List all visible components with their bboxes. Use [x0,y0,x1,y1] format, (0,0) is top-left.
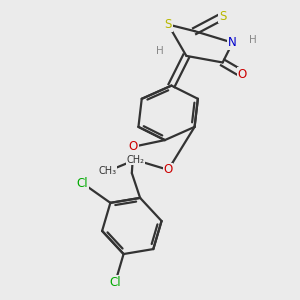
Text: O: O [238,68,247,80]
Text: O: O [129,140,138,153]
Text: S: S [164,18,172,31]
Text: H: H [156,46,164,56]
Text: Cl: Cl [110,276,121,289]
Text: Cl: Cl [76,176,88,190]
Text: O: O [164,163,173,176]
Text: CH₂: CH₂ [126,155,144,165]
Text: CH₃: CH₃ [98,167,116,176]
Text: N: N [228,36,237,49]
Text: H: H [248,35,256,45]
Text: S: S [219,10,226,23]
